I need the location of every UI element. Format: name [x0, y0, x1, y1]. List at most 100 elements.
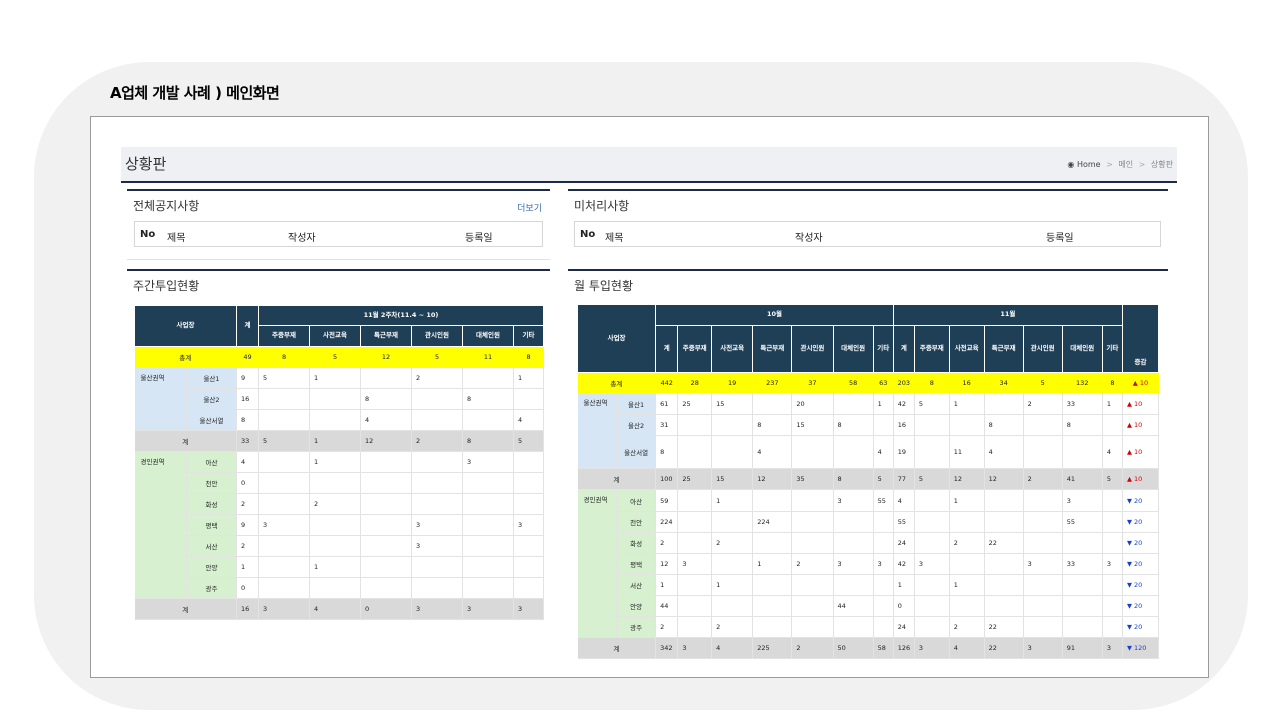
- weekly-col-header: 특근부재: [360, 325, 413, 347]
- data-cell: [1102, 511, 1123, 533]
- data-cell: [677, 532, 713, 554]
- col-date: 등록일: [1046, 233, 1074, 244]
- data-cell: [462, 493, 515, 515]
- data-cell: [791, 435, 834, 469]
- total-cell: 203: [893, 372, 915, 393]
- data-cell: [1023, 532, 1063, 554]
- data-cell: 8: [360, 388, 413, 410]
- table-row: 경인권역 아산 4 1 3: [134, 451, 545, 599]
- monthly-col-header: 특근부재: [752, 325, 793, 373]
- notice-panel: 전체공지사항 더보기 No 제목 작성자 등록일: [127, 189, 550, 260]
- data-cell: 5: [914, 392, 950, 415]
- data-cell: [914, 595, 950, 617]
- data-cell: [1102, 414, 1123, 436]
- data-cell: [914, 489, 950, 512]
- data-cell: 2: [236, 535, 260, 557]
- data-cell: [513, 451, 545, 473]
- data-cell: 1: [1102, 392, 1123, 415]
- change-cell: ▼ 120: [1122, 637, 1160, 659]
- data-cell: [1102, 532, 1123, 554]
- data-cell: [360, 556, 413, 578]
- data-cell: [984, 553, 1024, 575]
- notice-more-link[interactable]: 더보기: [517, 204, 542, 214]
- data-cell: 24: [893, 616, 915, 638]
- data-cell: [914, 616, 950, 638]
- data-cell: 11: [949, 435, 985, 469]
- monthly-col-header: 사전교육: [711, 325, 754, 373]
- total-cell: 16: [949, 372, 985, 393]
- subtotal-cell: 3: [513, 598, 545, 620]
- data-cell: 1: [309, 367, 362, 389]
- table-row: 화성 2 2: [135, 493, 545, 515]
- data-cell: 3: [914, 553, 950, 575]
- data-cell: [833, 532, 874, 554]
- data-cell: 2: [949, 532, 985, 554]
- data-cell: 3: [462, 451, 515, 473]
- monthly-col-header: 주중부재: [913, 325, 950, 373]
- col-title: 제목: [605, 233, 624, 244]
- weekly-panel: 주간투입현황 사업장 계 11월 2주차(11.4 ~ 10) 주중부재 사전교육…: [127, 269, 550, 677]
- subtotal-cell: 15: [711, 468, 754, 490]
- data-cell: [309, 577, 362, 599]
- data-cell: 3: [873, 553, 894, 575]
- data-cell: 8: [1062, 414, 1103, 436]
- data-cell: [1023, 595, 1063, 617]
- data-cell: 20: [791, 392, 834, 415]
- monthly-col-header: 기타: [872, 325, 894, 373]
- data-cell: 25: [677, 392, 713, 415]
- data-cell: 1: [752, 553, 793, 575]
- data-cell: [791, 511, 834, 533]
- data-cell: [1062, 595, 1103, 617]
- breadcrumb-home[interactable]: Home: [1076, 160, 1101, 169]
- site-cell: 화성: [186, 493, 238, 515]
- subtotal-cell: 3: [411, 598, 464, 620]
- total-cell: 5: [309, 346, 362, 368]
- monthly-col-header: 사전교육: [948, 325, 985, 373]
- data-cell: [752, 574, 793, 596]
- data-cell: 4: [893, 489, 915, 512]
- subtotal-cell: 4: [949, 637, 985, 659]
- data-cell: 0: [236, 472, 260, 494]
- total-cell: 34: [984, 372, 1024, 393]
- data-cell: [462, 472, 515, 494]
- change-cell: ▼ 20: [1122, 532, 1160, 554]
- change-cell: ▼ 20: [1122, 616, 1160, 638]
- change-cell: ▲ 10: [1122, 414, 1160, 436]
- data-cell: 15: [791, 414, 834, 436]
- data-cell: [411, 493, 464, 515]
- data-cell: 3: [1023, 553, 1063, 575]
- monthly-panel: 월 투입현황 사업장 10월 11월 증감 계 주중부재 사전교육 특근부재 관시인원 대…: [568, 269, 1168, 677]
- subtotal-cell: 5: [873, 468, 894, 490]
- data-cell: 1: [309, 556, 362, 578]
- data-cell: 0: [236, 577, 260, 599]
- subtotal-label: 계: [577, 468, 657, 490]
- col-author: 작성자: [288, 233, 316, 244]
- subtotal-cell: 12: [949, 468, 985, 490]
- table-row: 울산서열 8 4 4 19 11 4 4 ▲ 10: [578, 435, 1160, 469]
- data-cell: 1: [513, 367, 545, 389]
- subtotal-cell: 3: [1023, 637, 1063, 659]
- data-cell: 2: [791, 553, 834, 575]
- total-cell: 5: [1023, 372, 1063, 393]
- data-cell: 1: [236, 556, 260, 578]
- data-cell: [873, 616, 894, 638]
- subtotal-cell: 12: [984, 468, 1024, 490]
- data-cell: 8: [833, 414, 874, 436]
- site-cell: 광주: [616, 616, 657, 638]
- data-cell: [1023, 435, 1063, 469]
- subtotal-cell: 8: [833, 468, 874, 490]
- weekly-col-header: 대체인원: [462, 325, 515, 347]
- breadcrumb-main[interactable]: 메인: [1118, 160, 1134, 169]
- total-cell: 37: [791, 372, 834, 393]
- change-cell: ▼ 20: [1122, 511, 1160, 533]
- subtotal-cell: 5: [258, 430, 311, 452]
- data-cell: [677, 435, 713, 469]
- data-cell: 3: [411, 535, 464, 557]
- data-cell: 24: [893, 532, 915, 554]
- data-cell: [360, 472, 413, 494]
- data-cell: [258, 388, 311, 410]
- data-cell: [791, 532, 834, 554]
- data-cell: 8: [752, 414, 793, 436]
- data-cell: 2: [1023, 392, 1063, 415]
- table-row: 울산2 31 8 15 8 16 8 8 ▲ 10: [578, 414, 1160, 436]
